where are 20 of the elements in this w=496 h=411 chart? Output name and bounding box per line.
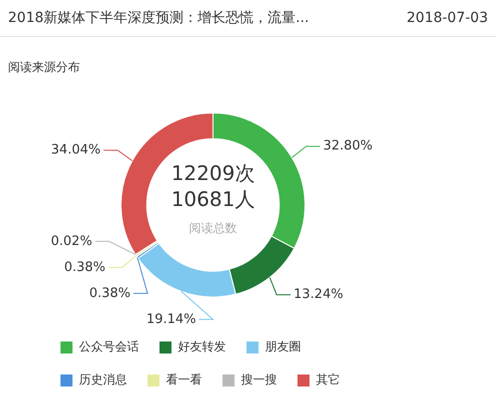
legend-label: 看一看 xyxy=(166,372,202,387)
text: 12209次 xyxy=(171,161,255,186)
legend-label: 其它 xyxy=(316,372,340,387)
text: 阅读总数 xyxy=(189,221,237,236)
chart-title: 2018新媒体下半年深度预测：增长恐慌，流量... xyxy=(8,9,309,27)
data-label: 34.04% xyxy=(51,142,101,158)
data-label: 32.80% xyxy=(323,138,373,154)
text: 2018-07-03 xyxy=(406,10,488,26)
legend-label: 好友转发 xyxy=(178,340,226,354)
legend-label: 历史消息 xyxy=(79,372,127,387)
data-label: 19.14% xyxy=(146,312,196,327)
legend-label: 搜一搜 xyxy=(241,372,277,387)
data-label: 0.02% xyxy=(50,234,92,249)
text: 10681人 xyxy=(171,187,255,212)
data-label: 13.24% xyxy=(294,287,344,302)
legend-label: 公众号会话 xyxy=(79,340,139,354)
data-label: 0.38% xyxy=(64,260,106,275)
data-label: 0.38% xyxy=(89,286,131,301)
legend-label: 朋友圈 xyxy=(265,340,301,354)
chart-subtitle: 阅读来源分布 xyxy=(7,59,81,76)
